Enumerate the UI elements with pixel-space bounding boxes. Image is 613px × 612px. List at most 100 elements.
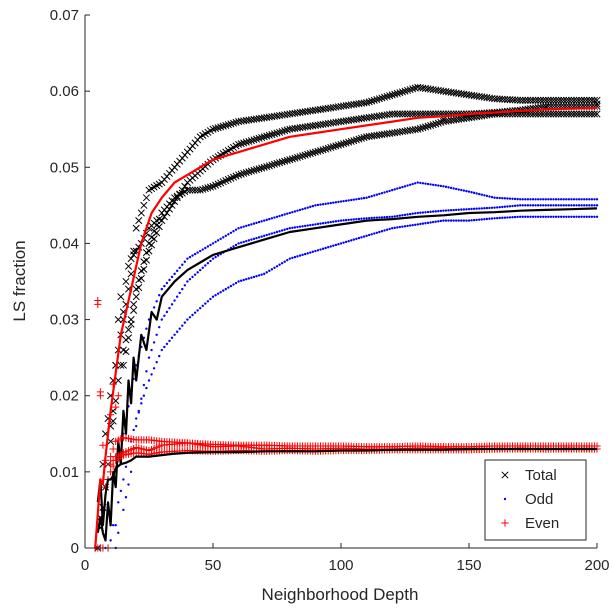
data-point bbox=[578, 96, 586, 104]
data-point bbox=[365, 217, 368, 220]
data-point bbox=[206, 300, 210, 303]
data-point bbox=[388, 91, 396, 99]
data-point bbox=[403, 185, 407, 188]
data-point bbox=[206, 262, 210, 265]
data-point bbox=[521, 215, 524, 218]
x-tick-label: 0 bbox=[81, 557, 89, 574]
data-point bbox=[188, 278, 192, 281]
data-point bbox=[583, 96, 591, 104]
data-point bbox=[575, 215, 578, 218]
data-point bbox=[124, 326, 133, 334]
data-point bbox=[327, 143, 335, 152]
data-point bbox=[301, 151, 309, 159]
data-point bbox=[455, 219, 458, 222]
data-point bbox=[111, 523, 115, 527]
data-point bbox=[224, 121, 232, 129]
data-point bbox=[150, 373, 153, 376]
data-point bbox=[552, 215, 555, 218]
data-point bbox=[347, 218, 350, 222]
data-point bbox=[470, 191, 473, 194]
data-point bbox=[337, 200, 340, 204]
data-point bbox=[350, 239, 353, 242]
data-point bbox=[183, 284, 187, 287]
data-point bbox=[480, 207, 483, 210]
data-point bbox=[547, 110, 555, 118]
data-point bbox=[242, 169, 250, 177]
data-point bbox=[329, 201, 332, 205]
data-point bbox=[229, 284, 233, 288]
data-point bbox=[247, 167, 255, 175]
data-point bbox=[524, 204, 527, 207]
data-point bbox=[508, 205, 512, 208]
data-point bbox=[219, 122, 227, 130]
data-point bbox=[327, 202, 330, 205]
data-point bbox=[452, 208, 455, 212]
data-point bbox=[265, 162, 273, 170]
data-point bbox=[577, 204, 581, 207]
data-point bbox=[534, 215, 537, 218]
data-point bbox=[544, 204, 547, 207]
data-point bbox=[265, 131, 273, 139]
data-point bbox=[534, 96, 542, 104]
data-point bbox=[219, 290, 222, 294]
data-point bbox=[234, 243, 238, 247]
data-point bbox=[216, 292, 220, 295]
data-point bbox=[137, 274, 145, 283]
data-point bbox=[334, 141, 342, 149]
data-point bbox=[257, 236, 261, 239]
data-point bbox=[490, 195, 494, 199]
data-point bbox=[475, 207, 478, 210]
data-point bbox=[411, 182, 414, 186]
data-point bbox=[201, 304, 204, 308]
data-point bbox=[404, 86, 412, 94]
data-point bbox=[388, 110, 396, 118]
series-line bbox=[96, 207, 598, 542]
data-point bbox=[595, 198, 599, 201]
data-point bbox=[168, 278, 171, 282]
data-point bbox=[99, 441, 107, 449]
data-point bbox=[239, 279, 243, 282]
data-point bbox=[526, 198, 530, 201]
data-point bbox=[147, 356, 151, 359]
data-point bbox=[201, 185, 209, 193]
data-point bbox=[506, 205, 509, 208]
data-point bbox=[439, 184, 443, 188]
data-point bbox=[278, 158, 286, 166]
data-point bbox=[201, 266, 204, 269]
data-point bbox=[565, 198, 568, 201]
data-point bbox=[406, 184, 409, 187]
data-point bbox=[288, 227, 291, 230]
data-point bbox=[342, 199, 345, 203]
data-point bbox=[273, 216, 276, 219]
data-point bbox=[165, 281, 169, 285]
data-point bbox=[355, 237, 358, 241]
data-point bbox=[432, 120, 440, 128]
data-point bbox=[306, 224, 309, 227]
data-point bbox=[549, 110, 558, 118]
data-point bbox=[526, 215, 530, 218]
data-point bbox=[483, 194, 486, 197]
data-point bbox=[429, 183, 432, 186]
data-point bbox=[329, 143, 337, 151]
data-point bbox=[583, 215, 586, 218]
data-point bbox=[565, 215, 568, 218]
data-point bbox=[124, 334, 133, 342]
data-point bbox=[544, 215, 547, 218]
data-point bbox=[222, 289, 225, 292]
data-point bbox=[557, 215, 560, 218]
data-point bbox=[375, 216, 379, 219]
data-point bbox=[311, 250, 315, 254]
data-point bbox=[396, 110, 404, 118]
data-point bbox=[193, 311, 197, 314]
data-point bbox=[583, 204, 586, 207]
data-point bbox=[467, 207, 471, 211]
data-point bbox=[168, 201, 176, 209]
data-point bbox=[240, 139, 248, 147]
data-point bbox=[196, 186, 204, 194]
data-point bbox=[119, 489, 123, 493]
data-point bbox=[199, 185, 207, 193]
data-point bbox=[426, 182, 430, 186]
data-point bbox=[193, 273, 197, 276]
data-point bbox=[570, 204, 573, 207]
